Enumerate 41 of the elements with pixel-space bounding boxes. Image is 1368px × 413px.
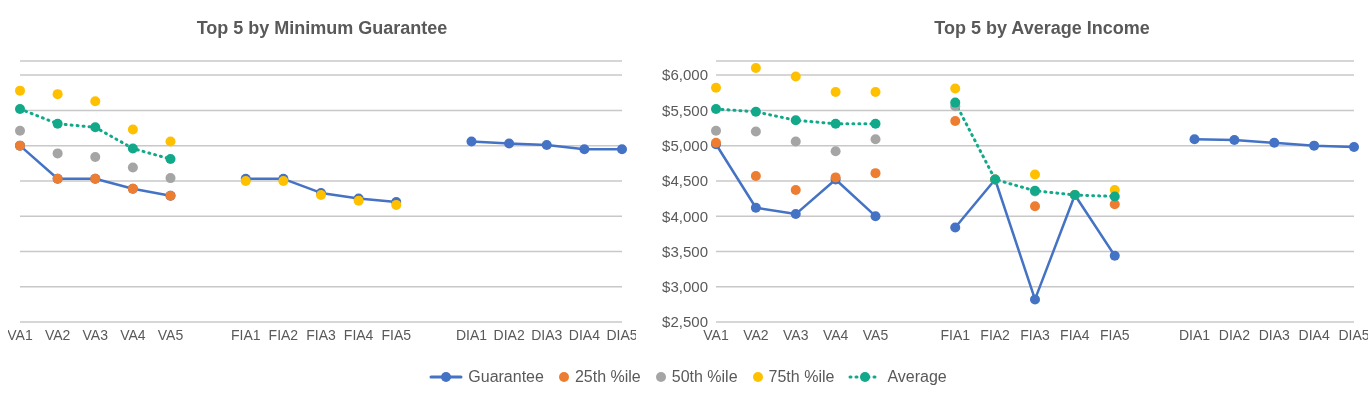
x-tick-label: DIA3: [1258, 326, 1291, 343]
x-tick-label: VA4: [822, 326, 849, 343]
x-tick-label: DIA4: [1298, 326, 1330, 343]
x-tick-label: FIA5: [1099, 326, 1130, 343]
x-tick-label: FIA3: [1020, 326, 1050, 343]
x-tick-label: VA2: [743, 326, 769, 343]
x-tick-label: VA3: [783, 326, 809, 343]
x-tick-label: FIA1: [940, 326, 971, 343]
x-tick-label: DIA1: [1178, 326, 1211, 343]
x-tick-label: DIA3: [531, 326, 563, 343]
y-tick-label: $4,500: [662, 172, 708, 190]
y-tick-label: $6,000: [662, 66, 708, 84]
legend-label: 75th %ile: [768, 368, 835, 386]
x-tick-label: VA5: [862, 326, 889, 343]
x-tick-label: DIA1: [455, 326, 488, 343]
chart-title: Top 5 by Average Income: [933, 17, 1151, 40]
x-tick-label: VA3: [82, 326, 109, 343]
x-tick-label: DIA2: [1218, 326, 1251, 343]
y-tick-label: $5,500: [662, 101, 708, 119]
x-tick-label: FIA4: [1060, 326, 1090, 343]
x-tick-label: VA4: [120, 326, 146, 343]
x-tick-label: FIA5: [381, 326, 412, 343]
y-tick-label: $4,000: [662, 207, 708, 225]
x-tick-label: FIA3: [306, 326, 336, 343]
x-tick-label: FIA4: [343, 326, 374, 343]
x-tick-label: FIA1: [230, 326, 261, 343]
y-tick-label: $3,500: [662, 242, 708, 260]
y-tick-label: $5,000: [662, 136, 708, 154]
x-tick-label: DIA4: [568, 326, 601, 343]
legend-label: 25th %ile: [574, 368, 641, 386]
legend-label: 50th %ile: [671, 368, 738, 386]
x-tick-label: DIA2: [493, 326, 525, 343]
legend-label: Guarantee: [468, 368, 544, 386]
x-tick-label: VA2: [44, 326, 71, 343]
x-tick-label: FIA2: [980, 326, 1011, 343]
x-tick-label: FIA2: [268, 326, 299, 343]
x-tick-label: VA1: [7, 326, 33, 343]
legend-label: Average: [887, 368, 947, 386]
chart-title: Top 5 by Minimum Guarantee: [195, 17, 449, 40]
x-tick-label: VA5: [157, 326, 184, 343]
y-tick-label: $3,000: [662, 278, 708, 296]
